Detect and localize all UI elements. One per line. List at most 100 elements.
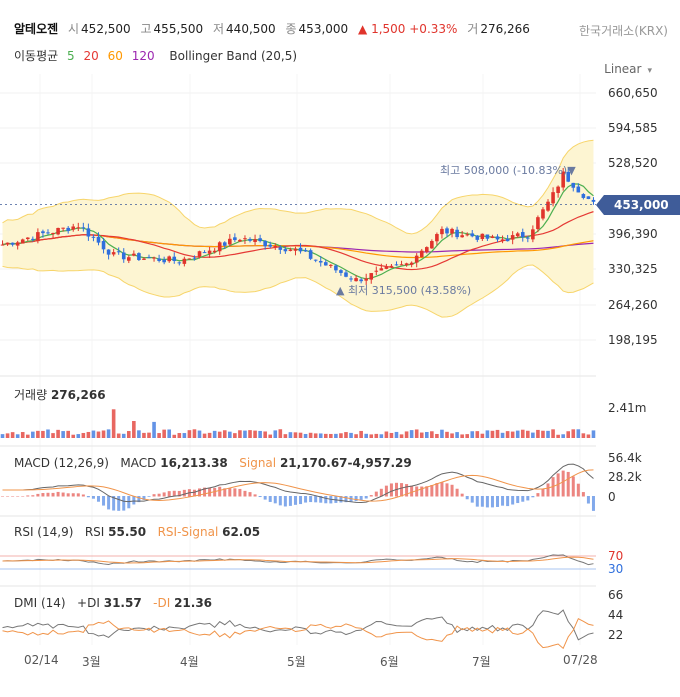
volume-bar [404,431,409,438]
candle-body [36,232,40,242]
macd-histogram-bar [339,496,343,503]
scale-selector[interactable]: Linear ▾ [604,62,652,76]
macd-histogram-bar [470,496,474,503]
volume-bar [455,432,459,438]
macd-histogram-bar [400,483,404,497]
volume-bar [222,430,227,438]
macd-histogram-bar [531,496,535,498]
candle-body [424,247,429,252]
macd-histogram-bar [430,484,434,497]
volume-bar [526,430,530,438]
volume-bar [470,431,475,438]
volume-bar [5,433,10,438]
volume-bar [51,433,55,438]
macd-histogram-bar [107,496,111,510]
volume-bar [10,432,15,438]
ma60-label: 60 [107,49,123,63]
macd-histogram-bar [1,496,5,497]
candle-body [399,264,404,266]
dmi-panel-label: DMI (14) [14,596,66,610]
candle-body [546,201,550,211]
bollinger-upper-line [2,139,594,235]
macd-histogram-bar [541,488,545,497]
volume-bar [293,432,298,438]
candle-body [157,258,161,261]
rsi-tick: 70 [608,549,624,563]
macd-line [2,463,594,503]
macd-histogram-bar [586,496,590,504]
candle-body [339,270,343,273]
candle-body [510,235,515,240]
macd-histogram-bar [213,487,217,497]
macd-histogram-bar [455,488,459,497]
volume-bar [152,421,156,438]
volume-bar [41,430,45,438]
candle-body [359,279,363,282]
volume-bar [248,430,252,438]
change-value: 1,500 [371,22,406,36]
macd-histogram-bar [112,496,116,511]
candle-body [167,256,172,262]
volume-bar [182,433,187,438]
close-value: 453,000 [298,22,349,36]
macd-histogram-bar [566,471,570,497]
macd-histogram-bar [556,473,560,497]
candle-body [10,242,15,245]
volume-bar [500,432,505,438]
overlay-legend[interactable]: 이동평균 5 20 60 120 Bollinger Band (20,5) [14,47,302,64]
volume-bar [116,433,121,438]
low-value: 440,500 [226,22,276,36]
rsi-panel-label: RSI (14,9) [14,525,74,539]
candle-body [465,234,470,236]
macd-histogram-bar [238,488,242,497]
macd-histogram-bar [162,492,166,497]
volume-bar [409,430,414,438]
volume-bar [177,433,182,438]
candle-body [147,257,151,259]
candle-body [192,257,197,259]
open-value: 452,500 [81,22,131,36]
ma5-line [2,183,594,280]
candle-body [91,236,96,238]
volume-bar [566,431,571,438]
volume-bar [475,431,480,438]
macd-histogram-bar [465,496,469,500]
macd-histogram-bar [258,496,262,498]
candle-body [46,232,50,234]
candle-body [258,238,262,242]
volume-bar [349,432,353,438]
macd-histogram-bar [203,487,207,497]
macd-histogram-bar [228,488,232,497]
macd-histogram-bar [354,496,358,502]
candle-body [278,247,283,250]
volume-bar [354,434,358,438]
candle-body [187,258,192,260]
bollinger-lower-line [2,264,594,318]
candle-body [344,272,348,277]
macd-histogram-bar [506,496,510,507]
candle-body [581,194,586,198]
rsi-signal-line [2,556,594,564]
volume-bar [440,429,444,438]
volume-bar [430,431,434,438]
macd-histogram-bar [233,488,237,497]
volume-bar [318,433,323,438]
volume-bar [258,430,262,438]
volume-bar [298,432,303,438]
x-tick: 02/14 [24,653,59,667]
candle-body [394,264,399,266]
candle-body [354,278,358,282]
macd-histogram-bar [288,496,292,506]
rsi-signal-label: RSI-Signal [157,525,219,539]
macd-histogram-bar [248,492,252,497]
quote-header: 알테오젠 시 452,500 고 455,500 저 440,500 종 453,000… [14,20,536,37]
macd-histogram-bar [374,491,378,497]
candle-body [96,236,101,243]
macd-histogram-bar [76,493,80,497]
macd-histogram-bar [475,496,479,507]
macd-histogram-bar [344,496,348,503]
rsi-panel-title: RSI (14,9) RSI 55.50 RSI-Signal 62.05 [14,525,260,539]
volume-bar [66,430,70,438]
volume-bar [450,433,454,438]
